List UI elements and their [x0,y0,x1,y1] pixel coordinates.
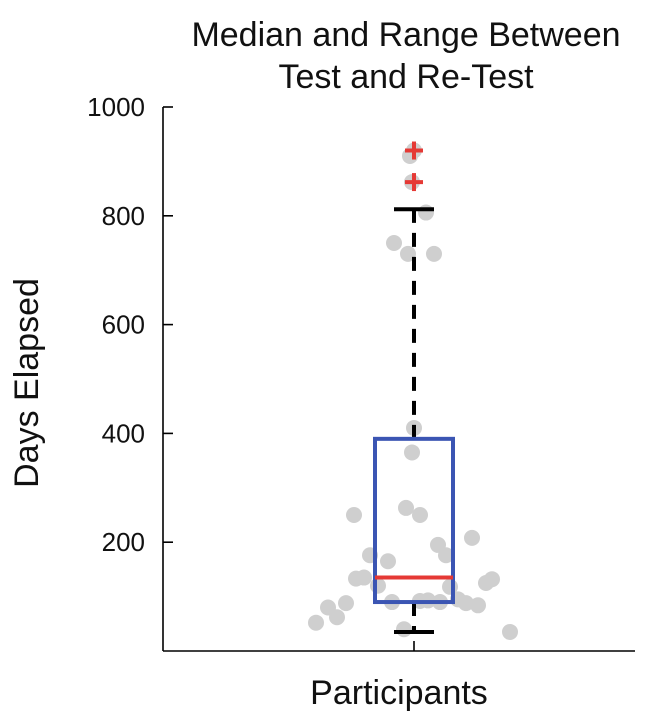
participant-point-35 [502,623,518,640]
chart-title-line-1: Median and Range Between [191,16,620,54]
interquartile-box [373,436,455,605]
participant-point-32 [470,597,486,614]
y-axis-label: Days Elapsed [8,278,46,488]
participant-point-17 [404,444,420,461]
participant-point-12 [396,621,412,638]
x-axis-label: Participants [310,674,488,712]
participant-point-34 [484,571,500,588]
participant-point-3 [338,595,354,612]
participant-point-11 [386,235,402,251]
participant-point-31 [464,529,480,546]
y-tick-label-0: 200 [102,527,145,557]
participant-point-4 [346,507,362,523]
participant-point-0 [308,614,324,631]
y-tick-label-4: 1000 [87,92,145,122]
chart-title: Median and Range Between Test and Re-Tes… [191,16,620,96]
participant-point-30 [458,595,474,612]
participant-point-26 [438,547,454,564]
y-tick-label-2: 600 [102,310,145,340]
participant-point-24 [412,507,428,523]
participant-point-2 [329,609,345,626]
axis-layer: 200 400 600 800 1000 [87,92,635,652]
participant-point-23 [398,499,414,516]
participant-point-22 [426,245,442,262]
participant-point-6 [356,569,372,586]
y-tick-label-3: 800 [102,201,145,231]
participant-point-20 [418,204,434,221]
participant-point-9 [380,553,396,570]
y-tick-label-1: 400 [102,418,145,448]
participant-point-8 [370,577,386,594]
chart-title-line-2: Test and Re-Test [278,58,534,96]
plot-area [308,141,518,640]
